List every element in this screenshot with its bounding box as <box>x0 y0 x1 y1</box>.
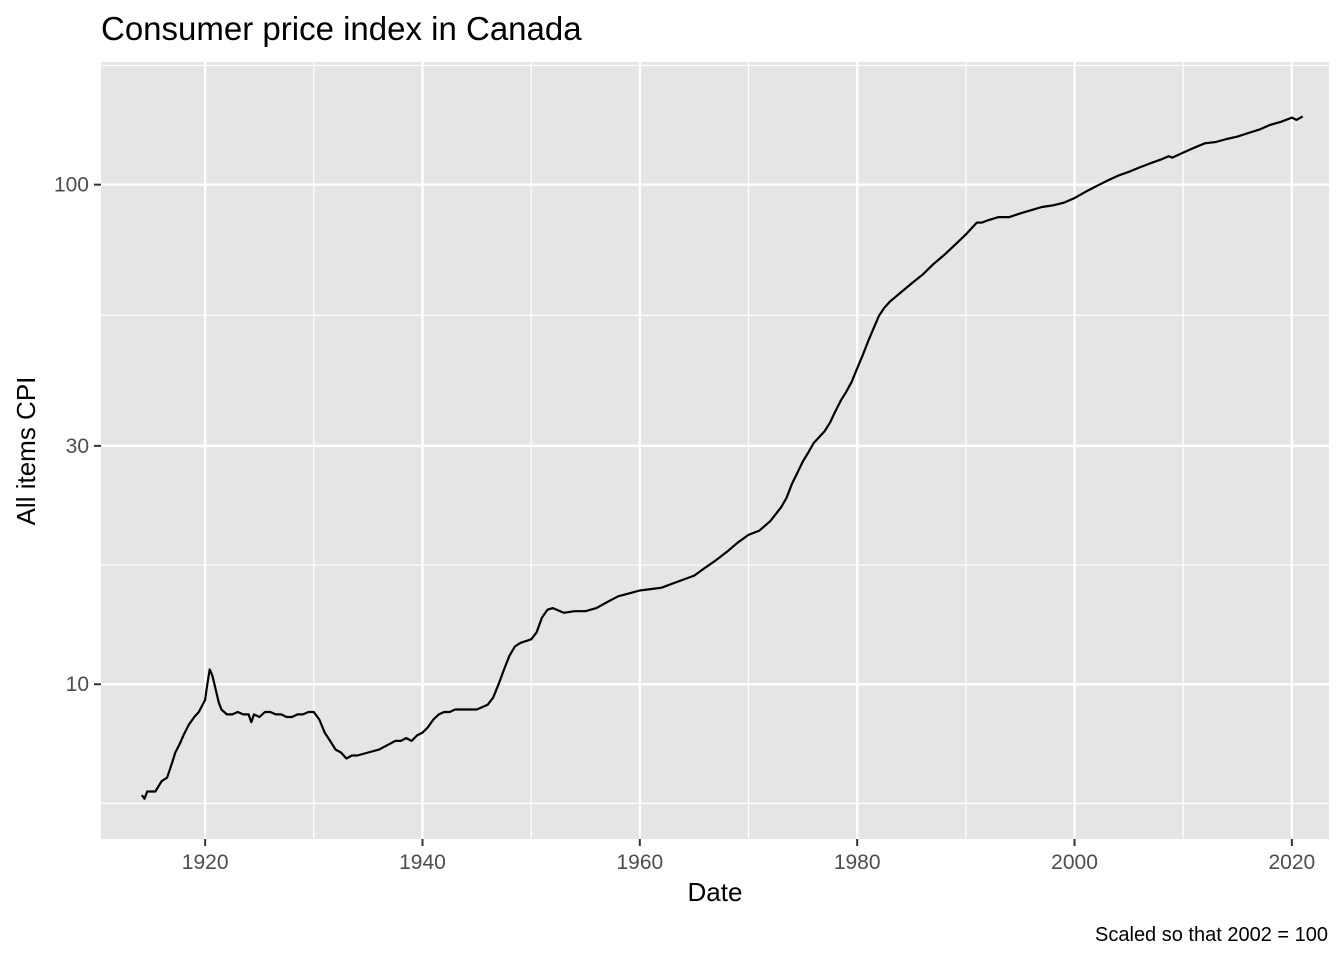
y-tick-label: 10 <box>66 673 89 696</box>
y-tick-label: 100 <box>54 174 89 197</box>
x-tick-label: 1960 <box>616 851 663 874</box>
minor-gridlines <box>101 62 1329 839</box>
plot-panel <box>101 62 1329 839</box>
major-gridlines <box>101 62 1329 839</box>
x-tick-label: 1980 <box>834 851 881 874</box>
y-axis-title: All items CPI <box>11 377 41 526</box>
cpi-series-line <box>140 115 1304 800</box>
x-axis-title: Date <box>688 877 743 907</box>
x-tick-label: 2020 <box>1269 851 1316 874</box>
axis-ticks: 1920 1940 1960 1980 2000 2020 10 30 100 <box>54 174 1315 874</box>
chart-title: Consumer price index in Canada <box>101 10 582 47</box>
chart-caption: Scaled so that 2002 = 100 <box>1095 924 1328 946</box>
x-tick-label: 2000 <box>1051 851 1098 874</box>
x-tick-label: 1940 <box>399 851 446 874</box>
x-tick-label: 1920 <box>182 851 229 874</box>
series-layer <box>140 115 1304 800</box>
y-tick-label: 30 <box>66 435 89 458</box>
